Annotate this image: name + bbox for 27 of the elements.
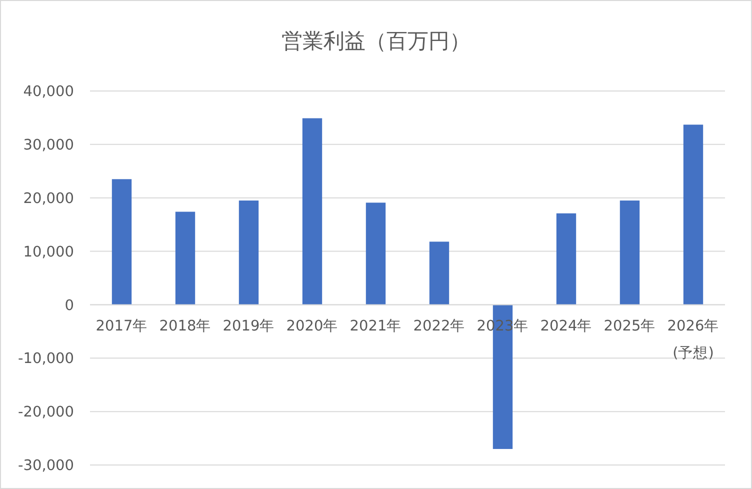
bar [302, 118, 322, 305]
bar [556, 213, 576, 305]
x-tick-label: 2026年(予想) [667, 318, 720, 362]
x-tick-label: 2025年 [604, 318, 656, 335]
bar [620, 200, 640, 305]
x-tick-label: 2017年 [96, 318, 148, 335]
y-tick-label: -20,000 [18, 404, 74, 421]
x-tick-label: 2018年 [159, 318, 212, 335]
x-tick-label: 2019年 [222, 318, 275, 335]
x-tick-label: 2022年 [413, 318, 466, 335]
bar [112, 179, 132, 305]
chart-title: 営業利益（百万円） [282, 29, 470, 53]
y-tick-label: 40,000 [23, 84, 74, 100]
x-tick-label: 2020年 [286, 318, 338, 335]
y-tick-label: -30,000 [18, 458, 74, 474]
bar [238, 200, 259, 305]
bar [429, 242, 450, 305]
y-tick-label: 20,000 [23, 190, 74, 207]
y-tick-label: 30,000 [23, 138, 74, 154]
x-tick-label: 2021年 [350, 318, 402, 335]
y-tick-label: -10,000 [18, 351, 74, 368]
bar [683, 124, 704, 305]
x-tick-label: 2024年 [540, 318, 592, 335]
y-tick-label: 0 [64, 298, 74, 314]
bar [175, 212, 196, 305]
bar [366, 202, 386, 305]
y-tick-label: 10,000 [23, 244, 74, 260]
